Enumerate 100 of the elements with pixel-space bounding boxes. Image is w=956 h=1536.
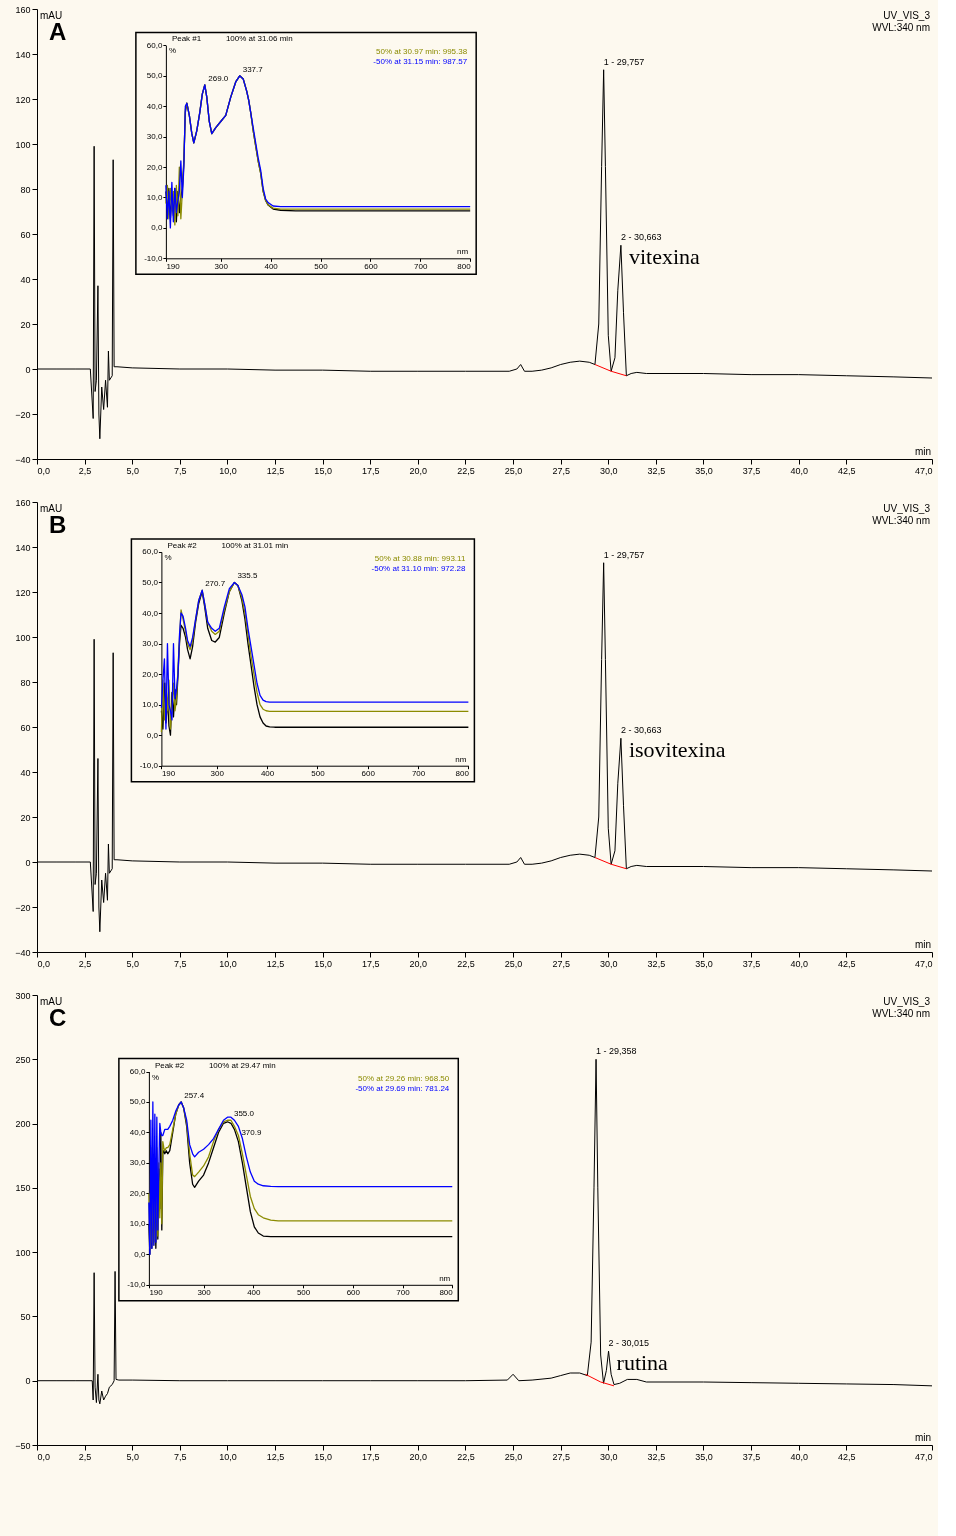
y-tick-label: 10,0 xyxy=(142,700,159,710)
x-tick-label: 22,5 xyxy=(457,465,475,476)
x-tick-label: 500 xyxy=(314,261,329,271)
x-tick-label: 10,0 xyxy=(219,465,237,476)
y-tick-label: 50,0 xyxy=(146,71,163,81)
x-tick-label: 190 xyxy=(166,261,181,271)
annotation: 269.0 xyxy=(208,73,229,83)
x-tick-label: 700 xyxy=(396,1288,411,1298)
annotation: UV_VIS_3 xyxy=(883,503,931,514)
x-tick-label: 10,0 xyxy=(219,1451,237,1462)
chart-title: Peak #1 xyxy=(171,34,202,44)
x-tick-label: 190 xyxy=(161,769,176,779)
x-axis-title: min xyxy=(914,1432,931,1443)
y-tick-label: 150 xyxy=(15,1183,31,1194)
x-tick-label: 0,0 xyxy=(37,1451,51,1462)
annotation: 335.5 xyxy=(237,571,258,581)
annotation: 1 - 29,757 xyxy=(603,549,645,560)
x-tick-label: 0,0 xyxy=(37,958,51,969)
x-tick-label: 40,0 xyxy=(790,958,808,969)
y-tick-label: −20 xyxy=(15,409,31,420)
x-tick-label: 32,5 xyxy=(647,1451,666,1462)
y-axis-title: % xyxy=(168,46,177,56)
chart-title: Peak #2 xyxy=(167,540,198,550)
x-tick-label: 12,5 xyxy=(266,958,285,969)
x-tick-label: 30,0 xyxy=(600,465,618,476)
annotation: WVL:340 nm xyxy=(872,515,930,526)
x-tick-label: 47,0 xyxy=(914,958,933,969)
annotation: rutina xyxy=(616,1350,669,1376)
x-axis-title: nm xyxy=(439,1273,451,1283)
x-tick-label: 400 xyxy=(264,261,279,271)
y-tick-label: 20,0 xyxy=(142,669,159,679)
y-tick-label: 50,0 xyxy=(142,577,159,587)
x-tick-label: 0,0 xyxy=(37,465,51,476)
text: 100% at 31.06 min xyxy=(225,34,293,44)
chart-title: Peak #2 xyxy=(154,1060,185,1070)
x-tick-label: 47,0 xyxy=(914,1451,933,1462)
y-tick-label: 40,0 xyxy=(129,1127,146,1137)
x-tick-label: 20,0 xyxy=(409,1451,428,1462)
x-tick-label: 27,5 xyxy=(552,958,570,969)
y-tick-label: 0,0 xyxy=(146,730,159,740)
y-tick-label: 0 xyxy=(25,364,31,375)
y-tick-label: 60 xyxy=(20,722,31,733)
y-tick-label: 60 xyxy=(20,229,31,240)
y-tick-label: 0 xyxy=(25,857,31,868)
annotation: WVL:340 nm xyxy=(872,22,930,33)
y-tick-label: 30,0 xyxy=(142,639,159,649)
y-tick-label: 80 xyxy=(20,677,31,688)
x-tick-label: 15,0 xyxy=(314,465,332,476)
y-tick-label: 100 xyxy=(15,1247,31,1258)
x-tick-label: 800 xyxy=(455,769,470,779)
y-tick-label: 120 xyxy=(15,587,31,598)
annotation: 2 - 30,663 xyxy=(620,232,662,243)
x-tick-label: 35,0 xyxy=(695,958,713,969)
x-tick-label: 400 xyxy=(247,1288,262,1298)
y-axis-title: % xyxy=(164,552,172,562)
x-tick-label: 800 xyxy=(439,1288,454,1298)
text: -50% at 31.15 min: 987.57 xyxy=(373,57,468,67)
y-tick-label: 160 xyxy=(15,4,31,15)
y-tick-label: 0,0 xyxy=(151,223,163,233)
annotation: 257.4 xyxy=(184,1090,205,1100)
x-tick-label: 300 xyxy=(210,769,225,779)
x-tick-label: 500 xyxy=(296,1288,311,1298)
x-tick-label: 25,0 xyxy=(504,958,523,969)
y-tick-label: 20 xyxy=(20,812,31,823)
x-tick-label: 20,0 xyxy=(409,465,428,476)
y-tick-label: 60,0 xyxy=(146,40,163,50)
text: 100% at 31.01 min xyxy=(221,540,289,550)
y-tick-label: -10,0 xyxy=(144,253,163,263)
y-tick-label: 30,0 xyxy=(146,132,163,142)
x-tick-label: 32,5 xyxy=(647,958,666,969)
x-tick-label: 30,0 xyxy=(600,1451,618,1462)
x-tick-label: 10,0 xyxy=(219,958,237,969)
annotation: vitexina xyxy=(628,244,700,270)
y-tick-label: 40 xyxy=(20,274,31,285)
x-tick-label: 190 xyxy=(149,1288,164,1298)
x-axis-title: min xyxy=(914,939,931,950)
x-tick-label: 37,5 xyxy=(742,1451,761,1462)
y-tick-label: 60,0 xyxy=(142,547,159,557)
x-tick-label: 40,0 xyxy=(790,465,808,476)
x-tick-label: 17,5 xyxy=(361,465,380,476)
x-tick-label: 15,0 xyxy=(314,958,332,969)
y-tick-label: −20 xyxy=(15,902,31,913)
x-tick-label: 7,5 xyxy=(174,465,187,476)
y-tick-label: 100 xyxy=(15,139,31,150)
annotation: 337.7 xyxy=(242,64,264,74)
y-tick-label: 160 xyxy=(15,497,31,508)
y-tick-label: 140 xyxy=(15,49,31,60)
y-tick-label: 40 xyxy=(20,767,31,778)
x-tick-label: 47,0 xyxy=(914,465,933,476)
y-axis-title: mAU xyxy=(40,10,63,21)
chart-title: B xyxy=(49,511,67,538)
text: 100% at 29.47 min xyxy=(208,1060,276,1070)
y-tick-label: 80 xyxy=(20,184,31,195)
x-tick-label: 35,0 xyxy=(695,465,713,476)
x-tick-label: 42,5 xyxy=(838,958,856,969)
y-tick-label: −40 xyxy=(15,454,31,465)
y-tick-label: 50,0 xyxy=(129,1097,146,1107)
x-tick-label: 22,5 xyxy=(457,958,475,969)
x-tick-label: 12,5 xyxy=(266,1451,285,1462)
annotation: 370.9 xyxy=(241,1127,262,1137)
